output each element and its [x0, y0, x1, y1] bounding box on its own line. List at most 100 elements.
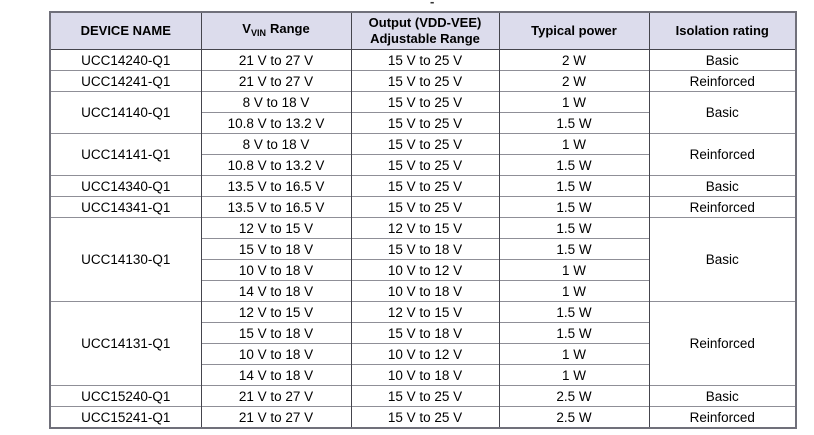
cell-typical-power: 1.5 W [498, 301, 650, 323]
cell-output-range: 15 V to 25 V [350, 91, 500, 113]
table-row: UCC14131-Q1 12 V to 15 V 12 V to 15 V 1.… [49, 301, 797, 386]
cell-typical-power: 1.5 W [498, 196, 650, 218]
table-row: UCC14240-Q1 21 V to 27 V 15 V to 25 V 2 … [49, 49, 797, 71]
cell-vin-range: 15 V to 18 V [200, 238, 352, 260]
table-row: 10.8 V to 13.2 V 15 V to 25 V 1.5 W [50, 154, 796, 176]
cell-typical-power: 1 W [498, 259, 650, 281]
table-row: 14 V to 18 V 10 V to 18 V 1 W [50, 280, 796, 302]
cell-output-range: 15 V to 25 V [350, 112, 500, 134]
cell-typical-power: 1 W [498, 280, 650, 302]
cell-vin-range: 14 V to 18 V [200, 364, 352, 386]
device-selection-table: DEVICE NAME VVIN Range Output (VDD-VEE) Ad… [49, 11, 797, 429]
cell-typical-power: 1 W [498, 364, 650, 386]
cell-vin-range: 21 V to 27 V [200, 385, 352, 407]
cell-vin-range: 10 V to 18 V [200, 343, 352, 365]
cell-device: UCC14241-Q1 [49, 70, 202, 92]
cell-typical-power: 1 W [498, 91, 650, 113]
cell-device: UCC15240-Q1 [49, 385, 202, 407]
cell-typical-power: 1.5 W [498, 112, 650, 134]
table-row: UCC14241-Q1 21 V to 27 V 15 V to 25 V 2 … [49, 70, 797, 92]
cell-device: UCC14340-Q1 [49, 175, 202, 197]
table-row: UCC14340-Q1 13.5 V to 16.5 V 15 V to 25 … [49, 175, 797, 197]
header-vin-range: VVIN Range [200, 12, 352, 50]
cell-vin-range: 10 V to 18 V [200, 259, 352, 281]
cell-output-range: 15 V to 18 V [350, 238, 500, 260]
cell-vin-range: 8 V to 18 V [200, 133, 352, 155]
cell-output-range: 15 V to 25 V [350, 406, 500, 428]
cell-output-range: 10 V to 18 V [350, 364, 500, 386]
table-row: 14 V to 18 V 10 V to 18 V 1 W [50, 364, 796, 386]
header-output-range: Output (VDD-VEE) Adjustable Range [350, 12, 500, 50]
cell-isolation-rating: Reinforced [648, 70, 797, 92]
table-row: UCC14141-Q1 8 V to 18 V 15 V to 25 V 1 W… [49, 133, 797, 176]
cell-typical-power: 1 W [498, 133, 650, 155]
cell-output-range: 15 V to 25 V [350, 154, 500, 176]
cell-output-range: 15 V to 25 V [350, 385, 500, 407]
cell-device: UCC14141-Q1 [49, 133, 202, 176]
cell-output-range: 15 V to 25 V [350, 49, 500, 71]
cell-output-range: 10 V to 18 V [350, 280, 500, 302]
table-row: UCC15241-Q1 21 V to 27 V 15 V to 25 V 2.… [49, 406, 797, 428]
cell-output-range: 15 V to 18 V [350, 322, 500, 344]
cell-device: UCC14341-Q1 [49, 196, 202, 218]
cell-typical-power: 1.5 W [498, 238, 650, 260]
table-row: UCC14140-Q1 8 V to 18 V 15 V to 25 V 1 W… [49, 91, 797, 134]
cell-isolation-rating: Reinforced [648, 301, 797, 386]
cell-output-range: 15 V to 25 V [350, 70, 500, 92]
cell-isolation-rating: Basic [648, 175, 797, 197]
cell-vin-range: 13.5 V to 16.5 V [200, 196, 352, 218]
cell-typical-power: 1 W [498, 343, 650, 365]
table-row: 10 V to 18 V 10 V to 12 V 1 W [50, 343, 796, 365]
header-device-name: DEVICE NAME [49, 12, 202, 50]
header-typical-power: Typical power [498, 12, 650, 50]
table-row: UCC14341-Q1 13.5 V to 16.5 V 15 V to 25 … [49, 196, 797, 218]
cell-vin-range: 21 V to 27 V [200, 70, 352, 92]
cell-isolation-rating: Basic [648, 49, 797, 71]
cell-output-range: 12 V to 15 V [350, 301, 500, 323]
cell-vin-range: 10.8 V to 13.2 V [200, 112, 352, 134]
stray-mark-artifact: - [430, 0, 435, 9]
cell-vin-range: 8 V to 18 V [200, 91, 352, 113]
header-isolation-rating: Isolation rating [648, 12, 797, 50]
table-header-row: DEVICE NAME VVIN Range Output (VDD-VEE) Ad… [49, 12, 797, 50]
cell-vin-range: 21 V to 27 V [200, 49, 352, 71]
cell-output-range: 10 V to 12 V [350, 343, 500, 365]
cell-typical-power: 1.5 W [498, 322, 650, 344]
cell-output-range: 15 V to 25 V [350, 175, 500, 197]
cell-typical-power: 1.5 W [498, 217, 650, 239]
table-row: 15 V to 18 V 15 V to 18 V 1.5 W [50, 238, 796, 260]
cell-typical-power: 2 W [498, 70, 650, 92]
cell-device: UCC14130-Q1 [49, 217, 202, 302]
cell-output-range: 15 V to 25 V [350, 196, 500, 218]
cell-typical-power: 1.5 W [498, 154, 650, 176]
cell-isolation-rating: Basic [648, 385, 797, 407]
cell-vin-range: 21 V to 27 V [200, 406, 352, 428]
cell-device: UCC14131-Q1 [49, 301, 202, 386]
cell-isolation-rating: Reinforced [648, 406, 797, 428]
table-row: UCC14130-Q1 12 V to 15 V 12 V to 15 V 1.… [49, 217, 797, 302]
cell-typical-power: 2.5 W [498, 385, 650, 407]
cell-device: UCC14240-Q1 [49, 49, 202, 71]
cell-output-range: 12 V to 15 V [350, 217, 500, 239]
table-row: UCC15240-Q1 21 V to 27 V 15 V to 25 V 2.… [49, 385, 797, 407]
cell-isolation-rating: Reinforced [648, 133, 797, 176]
table-row: 10 V to 18 V 10 V to 12 V 1 W [50, 259, 796, 281]
cell-vin-range: 13.5 V to 16.5 V [200, 175, 352, 197]
cell-isolation-rating: Reinforced [648, 196, 797, 218]
table-row: 15 V to 18 V 15 V to 18 V 1.5 W [50, 322, 796, 344]
cell-output-range: 15 V to 25 V [350, 133, 500, 155]
cell-output-range: 10 V to 12 V [350, 259, 500, 281]
cell-vin-range: 12 V to 15 V [200, 301, 352, 323]
cell-vin-range: 14 V to 18 V [200, 280, 352, 302]
cell-vin-range: 10.8 V to 13.2 V [200, 154, 352, 176]
cell-device: UCC15241-Q1 [49, 406, 202, 428]
cell-isolation-rating: Basic [648, 217, 797, 302]
table-row: 10.8 V to 13.2 V 15 V to 25 V 1.5 W [50, 112, 796, 134]
cell-device: UCC14140-Q1 [49, 91, 202, 134]
vin-subscript: VIN [250, 28, 266, 38]
cell-vin-range: 15 V to 18 V [200, 322, 352, 344]
cell-typical-power: 1.5 W [498, 175, 650, 197]
cell-typical-power: 2.5 W [498, 406, 650, 428]
cell-isolation-rating: Basic [648, 91, 797, 134]
cell-typical-power: 2 W [498, 49, 650, 71]
